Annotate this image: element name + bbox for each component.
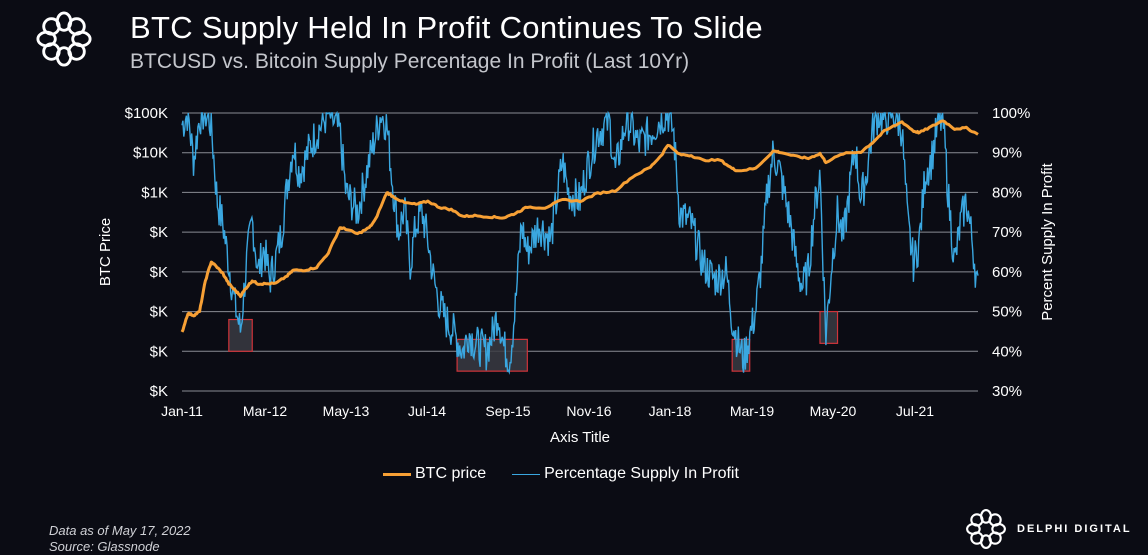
y-right-tick-label: 40% bbox=[992, 343, 1022, 360]
x-tick-label: May-20 bbox=[810, 403, 857, 419]
y-left-tick-label: $10K bbox=[133, 145, 168, 162]
x-axis-ticks: Jan-11 Mar-12 May-13 Jul-14 Sep-15 Nov-16 Jan-… bbox=[161, 403, 934, 419]
legend-item-supply-in-profit[interactable]: Percentage Supply In Profit bbox=[512, 465, 739, 483]
x-tick-label: Jul-21 bbox=[896, 403, 934, 419]
legend-item-btc-price[interactable]: BTC price bbox=[383, 465, 486, 483]
x-tick-label: Jan-11 bbox=[161, 403, 203, 419]
chart-title: BTC Supply Held In Profit Continues To S… bbox=[130, 10, 763, 45]
y-axis-left-title: BTC Price bbox=[97, 218, 114, 286]
y-right-tick-label: 90% bbox=[992, 145, 1022, 162]
y-right-tick-label: 50% bbox=[992, 304, 1022, 321]
legend-label-btc-price: BTC price bbox=[415, 465, 487, 482]
delphi-logo-icon bbox=[36, 11, 92, 67]
gridlines bbox=[182, 112, 978, 392]
y-right-tick-label: 100% bbox=[992, 105, 1030, 122]
x-tick-label: Nov-16 bbox=[566, 403, 611, 419]
y-left-tick-label: $K bbox=[150, 343, 168, 360]
x-tick-label: May-13 bbox=[323, 403, 370, 419]
y-left-tick-label: $100K bbox=[125, 105, 168, 122]
source-note: Source: Glassnode bbox=[49, 539, 160, 554]
legend-swatch-supply-in-profit bbox=[512, 473, 541, 475]
y-axis-right-title: Percent Supply In Profit bbox=[1039, 162, 1056, 320]
x-tick-label: Sep-15 bbox=[485, 403, 530, 419]
y-left-tick-label: $K bbox=[150, 224, 168, 241]
x-tick-label: Jan-18 bbox=[649, 403, 692, 419]
footer-notes: Data as of May 17, 2022 Source: Glassnod… bbox=[49, 523, 191, 555]
legend-swatch-btc-price bbox=[383, 472, 411, 476]
x-tick-label: Jul-14 bbox=[408, 403, 446, 419]
chart-subtitle: BTCUSD vs. Bitcoin Supply Percentage In … bbox=[130, 50, 690, 73]
x-tick-label: Mar-12 bbox=[243, 403, 288, 419]
x-tick-label: Mar-19 bbox=[730, 403, 775, 419]
y-axis-right-ticks: 100% 90% 80% 70% 60% 50% 40% 30% bbox=[992, 105, 1030, 400]
y-right-tick-label: 70% bbox=[992, 224, 1022, 241]
y-left-tick-label: $K bbox=[150, 383, 168, 400]
data-date-note: Data as of May 17, 2022 bbox=[49, 523, 191, 538]
legend-label-supply-in-profit: Percentage Supply In Profit bbox=[544, 465, 739, 482]
brand-name: DELPHI DIGITAL bbox=[1017, 523, 1132, 535]
legend: BTC price Percentage Supply In Profit bbox=[383, 465, 765, 483]
y-right-tick-label: 80% bbox=[992, 184, 1022, 201]
y-axis-left-ticks: $100K $10K $1K $K $K $K $K $K bbox=[125, 105, 168, 400]
highlight-box-capitulation-2020 bbox=[819, 310, 839, 344]
y-left-tick-label: $K bbox=[150, 304, 168, 321]
delphi-logo-small-icon bbox=[966, 509, 1006, 549]
highlight-box-capitulation-2011 bbox=[228, 318, 253, 352]
brand-mark: DELPHI DIGITAL bbox=[965, 508, 1132, 550]
series-line-btc-price bbox=[180, 119, 979, 333]
x-axis-title: Axis Title bbox=[550, 429, 610, 446]
series-line-supply-in-profit bbox=[181, 110, 979, 375]
y-right-tick-label: 60% bbox=[992, 264, 1022, 281]
y-left-tick-label: $1K bbox=[141, 184, 168, 201]
y-right-tick-label: 30% bbox=[992, 383, 1022, 400]
y-left-tick-label: $K bbox=[150, 264, 168, 281]
